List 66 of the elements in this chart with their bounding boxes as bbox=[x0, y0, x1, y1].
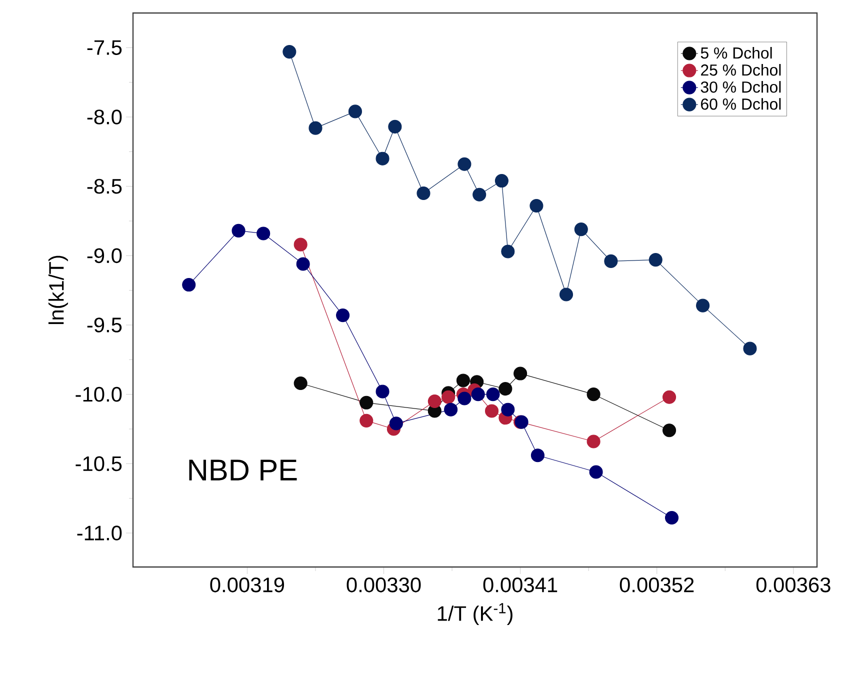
point bbox=[442, 390, 456, 404]
point bbox=[232, 224, 246, 238]
point bbox=[498, 382, 512, 396]
point bbox=[256, 226, 270, 240]
point bbox=[589, 465, 603, 479]
point bbox=[484, 404, 499, 418]
y-tick-label: -11.0 bbox=[77, 526, 122, 540]
point bbox=[389, 416, 403, 430]
point bbox=[294, 238, 308, 252]
point bbox=[348, 104, 362, 118]
point bbox=[530, 198, 544, 213]
point bbox=[648, 253, 662, 267]
point bbox=[294, 376, 308, 390]
x-tick-label: 0.00363 bbox=[756, 578, 830, 592]
y-tick-label: -10.5 bbox=[76, 456, 122, 472]
point bbox=[376, 152, 390, 166]
point bbox=[296, 257, 310, 271]
point bbox=[743, 342, 757, 356]
point bbox=[458, 157, 472, 171]
annotation: NBD PE bbox=[189, 460, 297, 480]
point bbox=[574, 222, 588, 236]
point bbox=[696, 298, 710, 312]
point bbox=[501, 244, 515, 258]
point bbox=[662, 424, 676, 438]
point bbox=[501, 402, 515, 416]
point bbox=[472, 188, 486, 202]
point bbox=[360, 396, 374, 410]
point bbox=[586, 388, 600, 402]
y-tick-label: -8.5 bbox=[87, 178, 122, 194]
point bbox=[456, 374, 470, 388]
y-axis-title: ln(k1/T) bbox=[48, 256, 68, 324]
legend-label: 5 % Dchol bbox=[700, 46, 772, 59]
point bbox=[416, 186, 430, 200]
point bbox=[282, 45, 296, 59]
x-tick-label: 0.00319 bbox=[210, 578, 284, 592]
y-tick-label: -10.0 bbox=[76, 386, 122, 402]
point bbox=[664, 510, 679, 525]
point bbox=[494, 174, 508, 188]
point bbox=[336, 308, 350, 322]
point bbox=[586, 434, 600, 448]
legend-label: 30 % Dchol bbox=[700, 81, 781, 93]
point bbox=[182, 278, 196, 292]
legend-label: 25 % Dchol bbox=[701, 64, 781, 76]
x-tick-label: 0.00330 bbox=[346, 578, 421, 592]
point bbox=[514, 366, 528, 380]
point bbox=[360, 414, 374, 428]
point bbox=[559, 288, 574, 302]
y-tick-label: -8.0 bbox=[87, 110, 122, 124]
point bbox=[388, 120, 402, 134]
y-tick-label: -7.5 bbox=[87, 40, 122, 55]
point bbox=[308, 121, 322, 135]
y-tick-label: -9.0 bbox=[87, 248, 122, 264]
legend-label: 60 % Dchol bbox=[701, 98, 781, 110]
point bbox=[662, 390, 676, 404]
y-tick-label: -9.5 bbox=[87, 318, 122, 332]
point bbox=[428, 394, 442, 408]
x-tick-label: 0.00352 bbox=[620, 578, 694, 592]
point bbox=[486, 388, 500, 402]
x-tick-label: 0.00341 bbox=[483, 578, 558, 592]
point bbox=[376, 384, 390, 398]
point bbox=[604, 254, 618, 268]
point bbox=[444, 402, 458, 416]
point bbox=[530, 448, 544, 462]
x-axis-title: 1/T (K$^{-1}$) bbox=[438, 603, 512, 626]
point bbox=[458, 392, 472, 406]
point bbox=[471, 388, 485, 402]
